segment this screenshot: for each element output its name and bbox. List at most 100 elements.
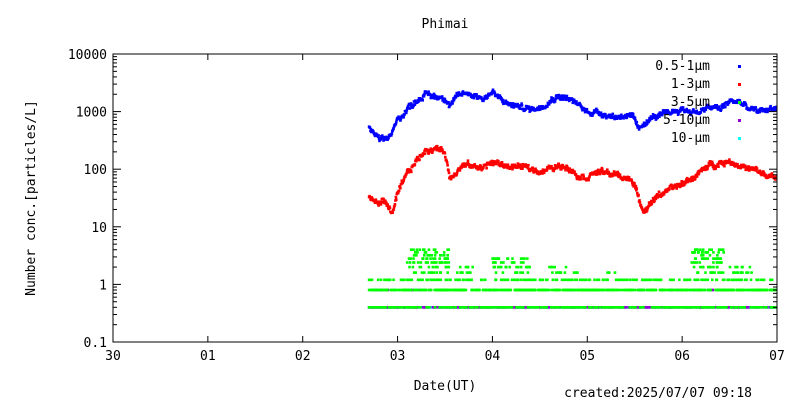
data-point [719, 306, 722, 309]
data-point [427, 265, 431, 269]
data-point [440, 95, 444, 98]
data-point [762, 170, 765, 173]
data-point [438, 257, 441, 260]
data-point [772, 108, 776, 112]
data-point [563, 278, 566, 282]
data-point [409, 102, 413, 105]
data-point [458, 265, 462, 269]
data-point [467, 271, 470, 274]
data-point [703, 168, 707, 172]
data-point [510, 165, 513, 169]
data-point [750, 306, 754, 309]
data-point [484, 94, 488, 97]
data-point [394, 122, 398, 126]
data-point [374, 198, 378, 201]
data-point [551, 97, 555, 100]
data-point [414, 271, 418, 274]
data-point [707, 164, 710, 168]
data-point [555, 166, 559, 170]
data-point [445, 265, 448, 269]
data-point [440, 306, 443, 309]
data-point [677, 112, 680, 115]
data-point [699, 111, 703, 114]
data-point [745, 271, 748, 274]
data-point [551, 100, 554, 103]
data-point [762, 278, 766, 282]
data-point [516, 265, 520, 269]
data-point [553, 265, 556, 269]
data-point [670, 111, 673, 115]
data-point [412, 271, 416, 274]
data-point [564, 168, 567, 172]
data-point [693, 251, 696, 254]
data-point [495, 288, 499, 292]
data-point [402, 179, 405, 183]
data-point [539, 278, 542, 282]
data-point [475, 93, 478, 96]
data-point [401, 181, 404, 185]
data-point [392, 125, 396, 128]
data-point [445, 261, 448, 264]
data-point [656, 278, 660, 282]
data-point [406, 168, 410, 171]
data-point [674, 306, 678, 309]
data-point [519, 261, 523, 264]
data-point [671, 108, 674, 112]
data-point [627, 176, 631, 179]
data-point [668, 187, 671, 191]
data-point [467, 91, 471, 95]
data-point [374, 288, 377, 292]
data-point [565, 94, 569, 98]
data-point [613, 306, 617, 309]
data-point [616, 170, 619, 174]
data-point [567, 97, 570, 100]
data-point [711, 271, 715, 274]
data-point [414, 251, 418, 254]
data-point [689, 113, 693, 117]
data-point [498, 288, 501, 292]
data-point [429, 257, 432, 260]
data-point [582, 175, 585, 178]
data-point [611, 112, 615, 116]
data-point [703, 110, 706, 113]
data-point [634, 306, 637, 309]
data-point [770, 278, 774, 282]
y-axis-label: Number conc.[particles/L] [24, 100, 39, 296]
data-point [494, 278, 498, 282]
data-point [560, 167, 563, 171]
data-point [604, 288, 607, 292]
data-point [433, 261, 436, 264]
data-point [695, 109, 698, 113]
data-point [527, 163, 530, 167]
data-point [558, 164, 561, 168]
data-point [569, 306, 573, 309]
data-point [734, 265, 737, 269]
legend-label: 0.5-1μm [655, 59, 710, 74]
data-point [512, 261, 516, 264]
data-point [701, 254, 705, 257]
data-point [385, 136, 389, 140]
data-point [600, 113, 603, 117]
data-point [640, 306, 643, 309]
data-point [379, 278, 383, 282]
data-point [556, 164, 560, 168]
data-point [434, 147, 438, 150]
data-point [684, 306, 688, 309]
data-point [537, 170, 540, 173]
data-point [474, 94, 478, 98]
data-point [728, 265, 732, 269]
data-point [565, 96, 568, 99]
data-point [545, 168, 549, 172]
data-point [370, 306, 374, 309]
data-point [616, 172, 619, 175]
data-point [567, 169, 570, 172]
data-point [483, 306, 487, 309]
data-point [527, 167, 531, 171]
data-point [452, 98, 456, 102]
data-point [602, 288, 605, 292]
data-point [509, 306, 512, 309]
data-point [736, 271, 740, 274]
data-point [421, 278, 424, 282]
data-point [615, 173, 618, 177]
data-point [720, 261, 723, 264]
